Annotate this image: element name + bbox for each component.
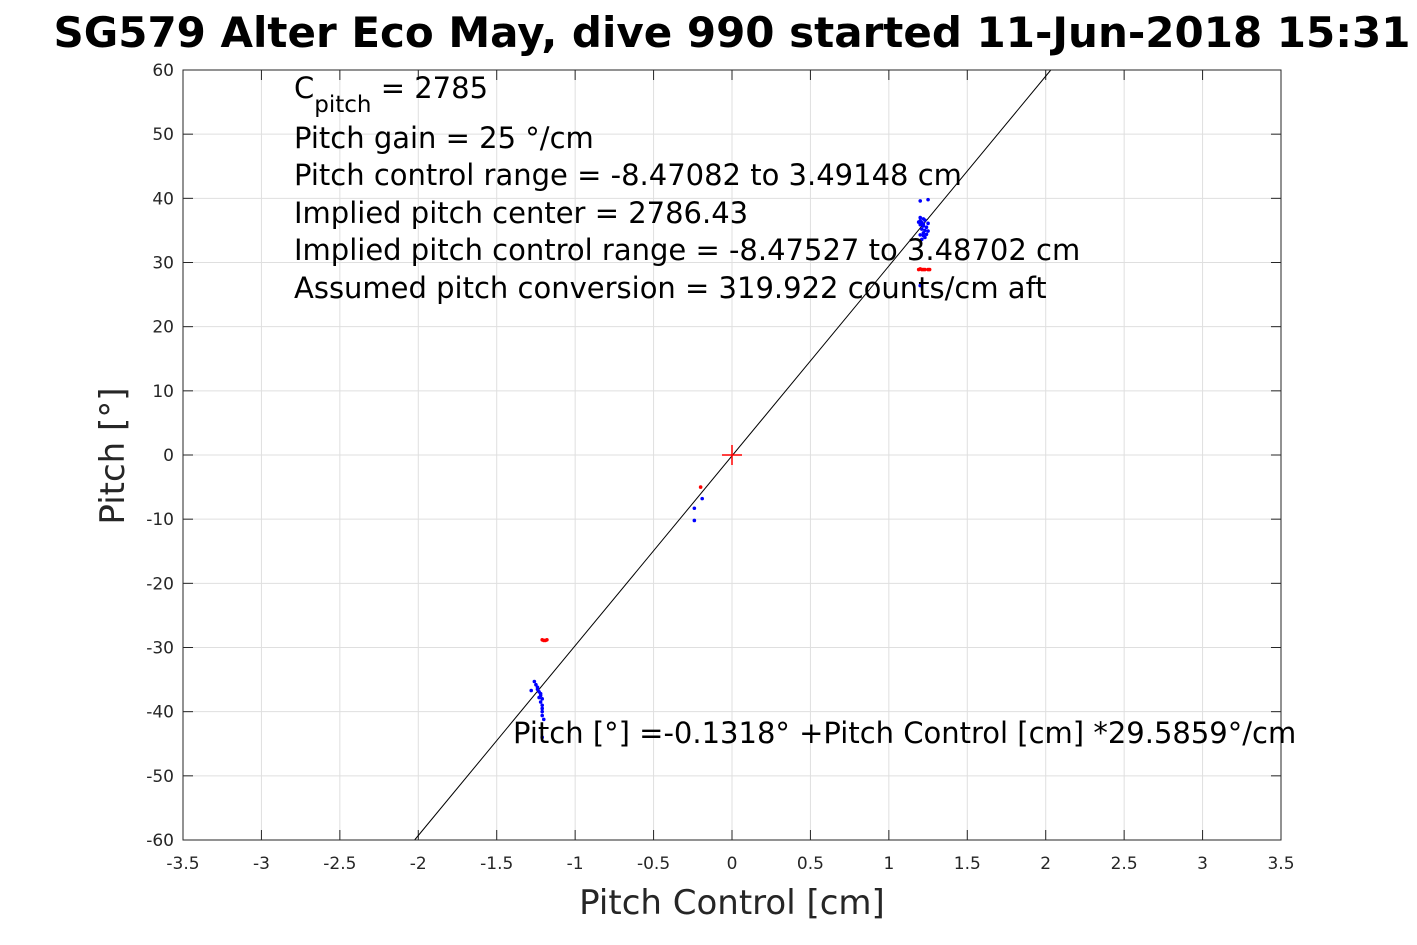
blue-data-point (540, 735, 545, 740)
y-tick-label: 30 (152, 254, 174, 274)
plot-border (182, 69, 1282, 841)
pitch-gain-annotation: Pitch gain = 25 °/cm (294, 121, 594, 155)
red-data-point (927, 267, 932, 272)
blue-data-point (923, 218, 927, 222)
assumed-pitch-conversion-annotation: Assumed pitch conversion = 319.922 count… (294, 271, 1047, 305)
y-tick-label: -30 (146, 639, 174, 659)
blue-data-point (540, 713, 545, 718)
x-tick-label: 2 (1040, 854, 1051, 874)
x-tick-label: 1.5 (954, 854, 981, 874)
x-tick-label: -2 (410, 854, 427, 874)
blue-data-point (535, 687, 540, 692)
blue-data-point (692, 518, 697, 523)
y-tick-label: 50 (152, 125, 174, 145)
x-tick-label: -2.5 (323, 854, 356, 874)
blue-data-point (529, 688, 534, 693)
blue-data-point (540, 703, 545, 708)
x-tick-label: 3.5 (1267, 854, 1294, 874)
fit-equation-annotation: Pitch [°] =-0.1318° +Pitch Control [cm] … (513, 716, 1296, 750)
blue-data-point (540, 697, 545, 701)
blue-data-point (540, 709, 545, 714)
implied-pitch-control-range-annotation: Implied pitch control range = -8.47527 t… (294, 233, 1080, 267)
x-tick-label: 0.5 (797, 854, 824, 874)
x-tick-label: -3.5 (166, 854, 199, 874)
blue-data-point (919, 227, 924, 231)
blue-data-point (918, 283, 923, 288)
c-pitch-subscript: pitch (314, 92, 371, 118)
y-axis-label: Pitch [°] (93, 387, 133, 524)
red-data-point (698, 485, 703, 489)
y-tick-label: 10 (152, 382, 174, 402)
blue-data-point (537, 695, 541, 700)
x-tick-label: 3 (1197, 854, 1208, 874)
c-pitch-annotation: Cpitch = 2785 (294, 71, 488, 118)
blue-data-point (692, 506, 697, 511)
x-tick-label: 1 (883, 854, 894, 874)
y-tick-label: 60 (152, 61, 174, 81)
blue-data-point (924, 232, 929, 237)
y-tick-label: -40 (146, 703, 174, 723)
x-tick-label: 0 (727, 854, 738, 874)
blue-data-point (916, 220, 921, 224)
y-tick-label: -10 (146, 510, 174, 530)
blue-data-point (538, 691, 543, 696)
y-tick-labels: 60 50 40 30 20 10 0 -10 -20 -30 -40 -50 -60 (146, 61, 174, 851)
center-marker-layer (722, 445, 742, 465)
blue-data-point (538, 700, 543, 704)
chart-title: SG579 Alter Eco May, dive 990 started 11… (54, 8, 1411, 57)
y-tick-label: -50 (146, 767, 174, 787)
blue-data-point (918, 215, 923, 220)
x-tick-labels: -3.5 -3 -2.5 -2 -1.5 -1 -0.5 0 0.5 1 1.5 2 2.5 3 3.5 (166, 854, 1294, 874)
y-tick-label: 0 (163, 446, 174, 466)
red-data-point (923, 267, 927, 272)
x-tick-label: -0.5 (637, 854, 670, 874)
blue-data-point (924, 225, 929, 230)
blue-data-point (918, 233, 923, 237)
x-tick-label: -1 (567, 854, 584, 874)
blue-data-point (919, 237, 924, 242)
blue-data-point (921, 222, 926, 226)
blue-data-point (540, 706, 545, 711)
c-pitch-value: = 2785 (371, 71, 488, 105)
y-tick-label: 20 (152, 318, 174, 338)
blue-data-point (923, 235, 927, 240)
pitch-control-range-annotation: Pitch control range = -8.47082 to 3.4914… (294, 158, 962, 192)
y-tick-label: 40 (152, 189, 174, 209)
x-axis-label: Pitch Control [cm] (579, 883, 885, 923)
y-tick-label: -20 (146, 574, 174, 594)
blue-data-point (926, 197, 930, 202)
data-points (529, 197, 932, 740)
blue-data-point (921, 231, 926, 235)
c-pitch-symbol: C (294, 71, 314, 105)
red-data-point (545, 638, 549, 642)
blue-data-point (700, 496, 704, 501)
blue-data-point (926, 229, 930, 233)
x-tick-label: 2.5 (1111, 854, 1138, 874)
x-tick-label: -1.5 (480, 854, 513, 874)
blue-data-point (918, 199, 923, 203)
blue-data-point (532, 679, 537, 684)
implied-pitch-center-annotation: Implied pitch center = 2786.43 (294, 196, 748, 230)
blue-data-point (926, 221, 930, 226)
y-tick-label: -60 (146, 831, 174, 851)
x-tick-label: -3 (253, 854, 270, 874)
blue-data-point (541, 717, 546, 722)
